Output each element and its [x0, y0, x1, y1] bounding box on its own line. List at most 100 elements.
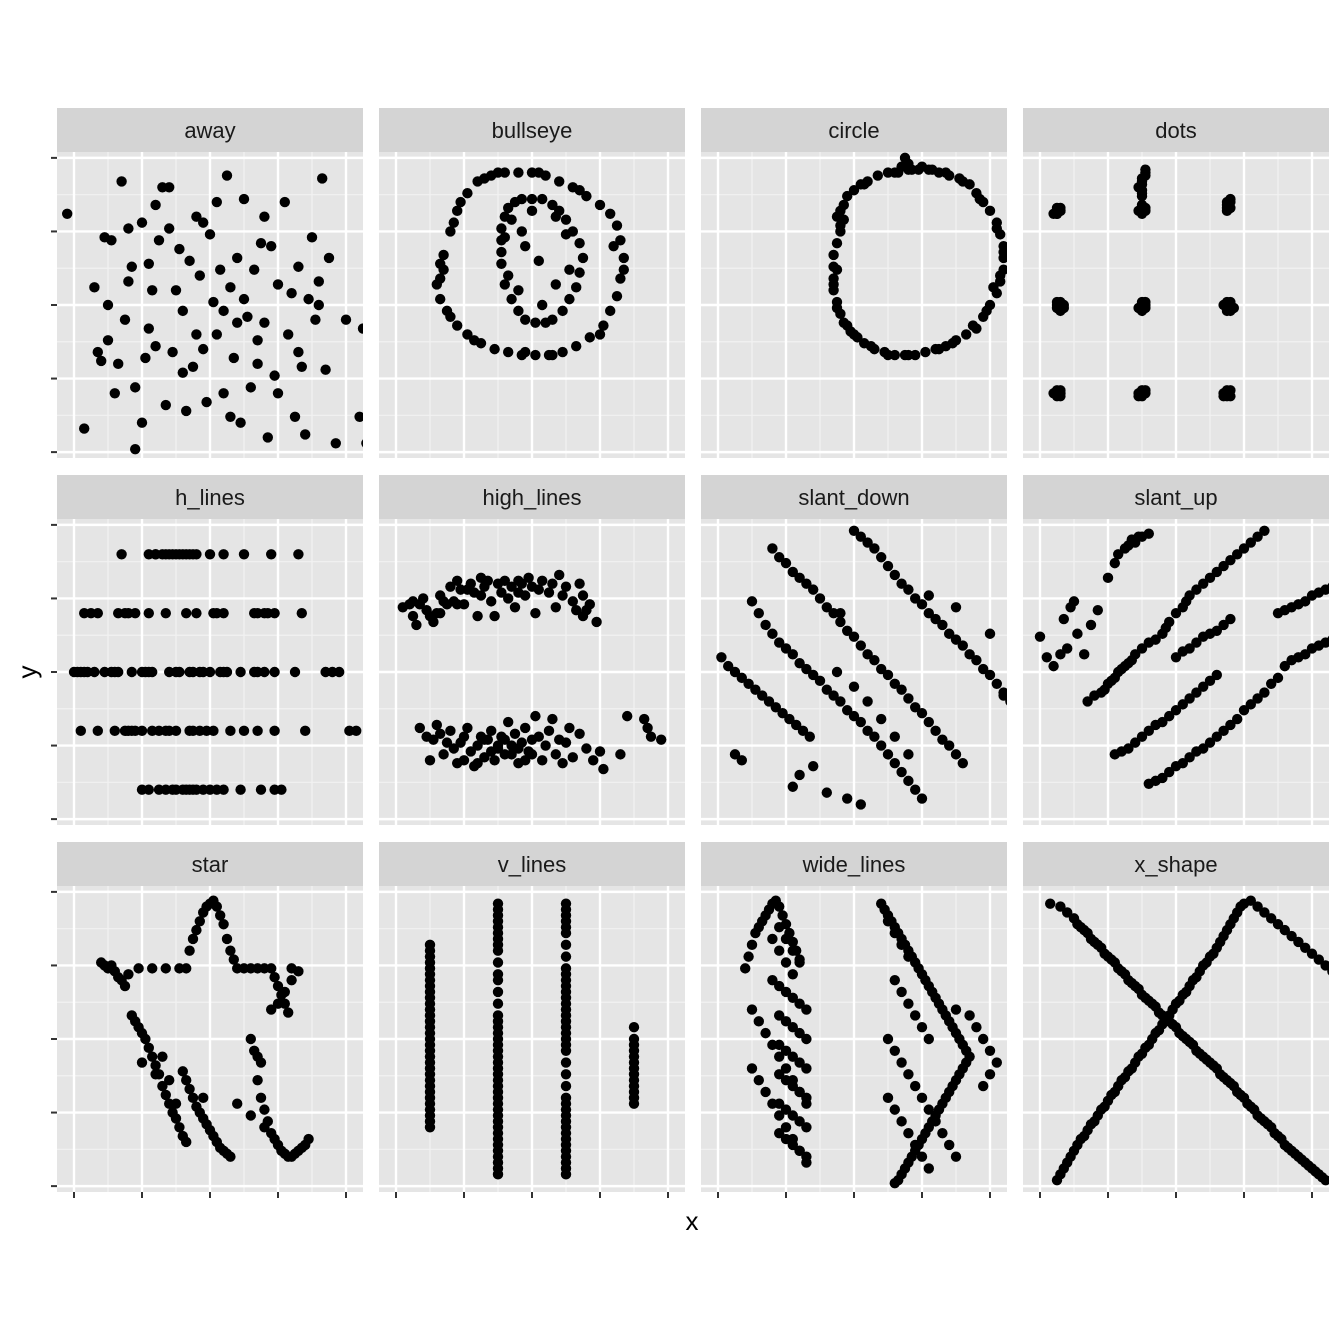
- data-point: [767, 933, 778, 945]
- data-point: [208, 296, 219, 308]
- points: [96, 895, 314, 1162]
- data-point: [757, 690, 768, 701]
- data-point: [92, 346, 104, 358]
- data-point: [639, 713, 650, 725]
- data-point: [334, 666, 345, 678]
- data-point: [567, 596, 578, 607]
- data-point: [300, 725, 311, 737]
- data-point: [560, 1169, 572, 1180]
- data-point: [499, 575, 510, 586]
- facet-v-lines: v_lines: [379, 842, 685, 1198]
- data-point: [452, 320, 463, 331]
- data-point: [354, 411, 363, 423]
- data-point: [523, 572, 534, 584]
- data-point: [889, 1045, 900, 1056]
- data-point: [1177, 758, 1189, 769]
- data-point: [560, 214, 572, 225]
- data-point: [801, 1157, 812, 1168]
- data-point: [218, 784, 229, 795]
- data-point: [842, 625, 853, 637]
- points: [68, 549, 362, 795]
- facet-high-lines: high_lines: [379, 475, 685, 825]
- data-point: [269, 370, 280, 381]
- data-point: [143, 323, 154, 334]
- strip-label: away: [184, 118, 235, 143]
- data-point: [716, 652, 727, 663]
- facet-x-shape: x_shape: [1023, 842, 1329, 1198]
- data-point: [615, 749, 626, 760]
- data-point: [564, 722, 575, 734]
- data-point: [801, 1098, 812, 1109]
- data-point: [1143, 725, 1155, 737]
- data-point: [557, 346, 568, 358]
- data-point: [933, 343, 945, 355]
- data-point: [794, 1027, 805, 1039]
- data-point: [1300, 649, 1311, 660]
- data-point: [441, 737, 453, 748]
- data-point: [1279, 924, 1291, 936]
- data-point: [774, 552, 785, 563]
- x-axis-title: x: [686, 1206, 699, 1236]
- data-point: [218, 607, 229, 619]
- data-point: [259, 1122, 270, 1133]
- data-point: [746, 1063, 758, 1074]
- data-point: [896, 986, 907, 998]
- data-point: [513, 743, 524, 754]
- data-point: [198, 343, 209, 355]
- data-point: [1164, 710, 1175, 722]
- data-point: [950, 749, 962, 760]
- data-point: [978, 1080, 989, 1092]
- data-point: [475, 590, 487, 601]
- data-point: [320, 364, 331, 375]
- data-point: [215, 264, 226, 275]
- data-point: [191, 607, 202, 619]
- data-point: [187, 361, 199, 372]
- data-point: [506, 581, 517, 592]
- data-point: [228, 352, 239, 364]
- data-point: [479, 752, 490, 763]
- data-point: [269, 607, 280, 619]
- data-point: [150, 549, 161, 560]
- data-point: [1225, 613, 1236, 625]
- data-point: [458, 731, 470, 742]
- data-point: [910, 1080, 921, 1092]
- data-point: [865, 340, 877, 352]
- data-point: [791, 719, 802, 731]
- data-point: [1259, 687, 1270, 698]
- data-point: [143, 784, 154, 795]
- data-point: [560, 581, 572, 592]
- data-point: [1204, 675, 1216, 687]
- data-point: [774, 1110, 785, 1121]
- data-point: [831, 302, 843, 314]
- data-point: [119, 314, 131, 325]
- data-point: [547, 578, 558, 589]
- data-point: [780, 957, 792, 968]
- data-point: [198, 1092, 209, 1104]
- data-point: [1204, 572, 1216, 584]
- data-point: [1211, 731, 1223, 742]
- data-point: [961, 329, 972, 340]
- data-point: [92, 607, 104, 619]
- data-point: [577, 610, 589, 622]
- data-point: [435, 258, 446, 270]
- data-point: [916, 793, 928, 804]
- data-point: [211, 196, 222, 208]
- data-point: [1320, 637, 1329, 648]
- data-point: [428, 616, 439, 628]
- data-point: [760, 1086, 771, 1098]
- data-point: [848, 681, 860, 692]
- data-point: [533, 255, 544, 267]
- data-point: [225, 725, 236, 737]
- data-point: [767, 1039, 778, 1051]
- data-point: [848, 631, 860, 642]
- data-point: [1198, 578, 1209, 589]
- data-point: [571, 340, 582, 352]
- data-point: [479, 734, 490, 745]
- data-point: [289, 666, 301, 678]
- data-point: [330, 438, 341, 449]
- data-point: [835, 220, 846, 231]
- data-point: [831, 666, 843, 678]
- data-point: [164, 182, 175, 193]
- data-point: [1072, 628, 1083, 639]
- data-point: [767, 1098, 778, 1109]
